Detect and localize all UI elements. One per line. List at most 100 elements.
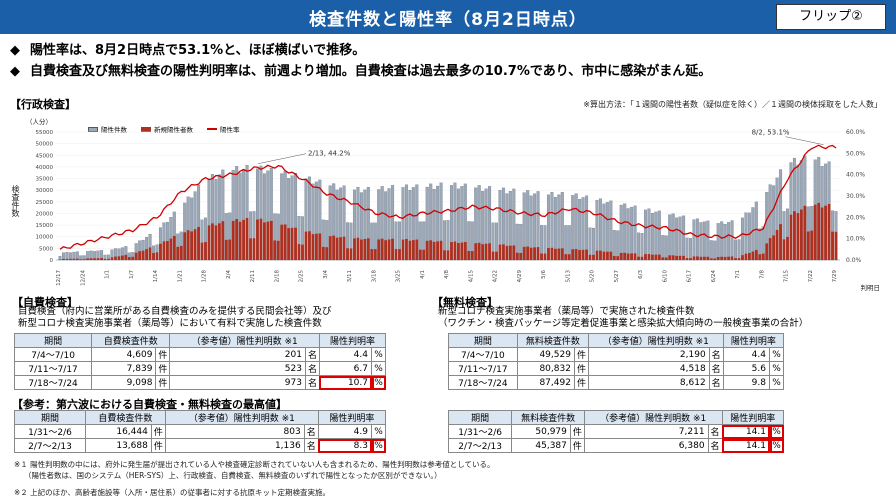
x-tick-label: 7/1 (735, 270, 741, 279)
positive-bar (273, 240, 277, 260)
x-tick-label: 4/8 (444, 270, 450, 279)
calc-note: ※算出方法：「１週間の陽性者数（疑似症を除く）／１週間の検体採取をした人数」 (583, 100, 882, 109)
positive-bar (332, 235, 336, 260)
positive-bar (560, 248, 564, 260)
positive-bar (668, 255, 672, 260)
test-bar (720, 221, 724, 261)
cell-count: 45,387 (511, 438, 571, 453)
positive-bar (245, 217, 249, 260)
positive-bar (415, 239, 419, 260)
positive-bar (619, 252, 623, 260)
cell-period: 1/31～2/6 (13, 424, 87, 439)
table-row: 2/7～2/13 45,387 件 6,380 名 14.1% (447, 438, 784, 453)
test-chart: 0 5000 10000 15000 20000 25000 30000 35000 40000… (36, 129, 866, 286)
self-paid-table: 期間 自費検査件数 （参考値）陽性判明数 ※1 陽性判明率 7/4～7/10 4… (13, 333, 387, 390)
col-period: 期間 (13, 410, 87, 425)
positive-bar (630, 253, 633, 260)
positive-bar (498, 244, 502, 260)
positive-bar (571, 249, 575, 260)
col-rate: 陽性判明率 (318, 333, 387, 348)
positive-bar (734, 258, 737, 260)
unit-label: （人分） (26, 118, 52, 126)
x-tick-label: 4/1 (420, 270, 426, 279)
cell-positive: 803 (164, 424, 305, 439)
cell-count: 87,492 (516, 375, 575, 390)
positive-bar (176, 246, 180, 260)
table-row: 1/31～2/6 50,979 件 7,211 名 14.1% (447, 424, 784, 439)
y-tick-label: 35000 (36, 177, 54, 183)
x-tick-label: 12/17 (56, 270, 62, 286)
page-title: 検査件数と陽性率（8月2日時点） (309, 10, 587, 30)
positive-bar (110, 257, 114, 260)
positive-bar (387, 239, 391, 260)
diamond-icon: ◆ (10, 64, 20, 79)
x-tick-label: 6/24 (711, 270, 717, 283)
col-period: 期間 (447, 410, 513, 425)
cell-positive: 4,518 (587, 361, 710, 376)
positive-bar (159, 243, 162, 260)
cell-unit: % (371, 424, 386, 439)
free-table: 期間 無料検査件数 （参考値）陽性判明数 ※1 陽性判明率 7/4～7/10 4… (448, 333, 785, 390)
test-bar (626, 208, 630, 261)
positive-bar (325, 247, 329, 260)
positive-bar (706, 256, 710, 260)
y-axis-label: 検査件数 (11, 185, 20, 217)
positive-bar (266, 221, 270, 260)
positive-bar (741, 255, 744, 260)
positive-bar (806, 231, 810, 260)
y2-tick-label: 40.0% (846, 172, 865, 179)
positive-bar (224, 239, 228, 260)
test-bar (675, 217, 679, 261)
cell-positive: 8,612 (587, 375, 710, 390)
positive-bar (169, 238, 173, 260)
positive-bar (377, 239, 381, 260)
col-count: 自費検査件数 (85, 410, 166, 425)
positive-bar (540, 253, 543, 260)
cell-rate: 4.4 (318, 347, 373, 362)
x-tick-label: 3/11 (347, 270, 353, 282)
positive-bar (702, 256, 706, 260)
y-tick-label: 40000 (36, 165, 54, 171)
positive-bar (217, 223, 221, 260)
positive-bar (401, 239, 405, 260)
positive-bar (616, 256, 620, 260)
positive-bar (263, 222, 266, 260)
bullet-text: 自費検査及び無料検査の陽性判明率は、前週より増加。自費検査は過去最多の10.7%… (30, 64, 712, 79)
cell-period: 7/4～7/10 (13, 347, 93, 362)
positive-bar (474, 243, 478, 260)
cell-unit: % (769, 347, 784, 362)
test-bar (602, 203, 606, 261)
positive-bar (505, 245, 509, 260)
positive-bar (599, 250, 602, 260)
positive-bar (657, 254, 661, 260)
positive-bar (321, 246, 325, 260)
positive-bar (117, 256, 121, 260)
positive-bar (477, 242, 481, 260)
positive-bar (526, 246, 530, 260)
test-bar (734, 239, 738, 261)
positive-bar (502, 244, 505, 260)
y-tick-label: 30000 (36, 188, 54, 194)
positive-bar (491, 251, 495, 260)
flip-label: フリップ② (776, 4, 886, 30)
positive-bar (793, 211, 796, 260)
test-bar (637, 232, 641, 261)
table-header: 期間 無料検査件数 （参考値）陽性判明数 ※1 陽性判明率 (447, 410, 785, 425)
positive-bar (294, 227, 297, 260)
positive-bar (564, 254, 568, 260)
positive-bar (148, 247, 152, 260)
cell-period: 7/4～7/10 (448, 347, 518, 362)
positive-bar (512, 245, 516, 260)
cell-rate-highlight: 14.1 (721, 438, 771, 453)
positive-bar (79, 259, 83, 260)
positive-bar (730, 256, 734, 260)
cell-rate: 5.6 (722, 361, 771, 376)
positive-bar (605, 251, 609, 260)
table-header: 期間 自費検査件数 （参考値）陽性判明数 ※1 陽性判明率 (13, 333, 387, 348)
positive-bar (765, 243, 769, 260)
x-tick-label: 12/24 (80, 270, 86, 286)
positive-bar (588, 254, 592, 260)
free-desc1: 新型コロナ検査実施事業者（薬局等）で実施された検査件数 (438, 306, 695, 317)
cell-rate-highlight: 10.7 (318, 375, 373, 390)
positive-bar (554, 248, 557, 260)
